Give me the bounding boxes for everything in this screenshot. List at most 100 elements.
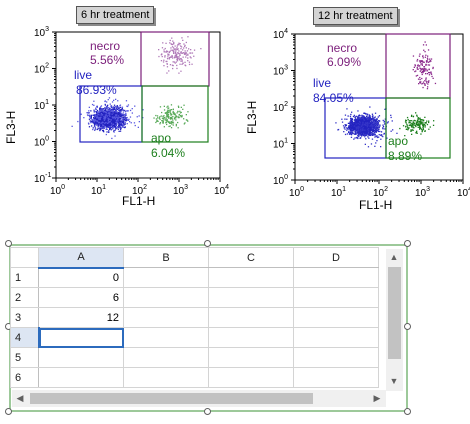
- x-tick-label: 104: [214, 184, 229, 197]
- live-point: [103, 109, 105, 112]
- row-header-2[interactable]: 2: [10, 287, 39, 308]
- scroll-left-arrow-icon[interactable]: ◀: [16, 393, 24, 403]
- live-point: [346, 133, 349, 135]
- live-point: [374, 116, 376, 118]
- cell-b6[interactable]: [123, 367, 209, 388]
- vertical-scroll-thumb[interactable]: [388, 267, 401, 359]
- scroll-down-arrow-icon[interactable]: ▼: [389, 376, 399, 386]
- cell-c2[interactable]: [208, 287, 294, 308]
- cell-a3[interactable]: 12: [38, 307, 124, 328]
- resize-handle-bottom-left[interactable]: [5, 408, 12, 415]
- live-point: [350, 131, 352, 133]
- live-point: [116, 122, 118, 124]
- necro-point: [170, 49, 172, 51]
- live-point: [113, 121, 115, 123]
- necro-point: [175, 50, 177, 52]
- column-header-b[interactable]: B: [123, 247, 209, 268]
- live-point: [374, 126, 376, 128]
- cell-b4[interactable]: [123, 327, 209, 348]
- cell-a1[interactable]: 0: [38, 267, 124, 288]
- live-point: [91, 125, 93, 127]
- live-point: [108, 118, 110, 120]
- live-point: [103, 114, 105, 116]
- live-point: [365, 131, 367, 133]
- row-header-1[interactable]: 1: [10, 267, 39, 288]
- cell-a6[interactable]: [38, 367, 124, 388]
- cell-c3[interactable]: [208, 307, 294, 328]
- scroll-up-arrow-icon[interactable]: ▲: [389, 252, 399, 262]
- vertical-scrollbar[interactable]: ▲ ▼: [386, 249, 403, 391]
- cell-d1[interactable]: [293, 267, 379, 288]
- cell-b3[interactable]: [123, 307, 209, 328]
- live-point: [356, 131, 358, 133]
- resize-handle-top-left[interactable]: [5, 240, 12, 247]
- row-header-4[interactable]: 4: [10, 327, 40, 348]
- apo-point: [424, 126, 426, 128]
- cell-d5[interactable]: [293, 347, 379, 368]
- live-point: [363, 120, 365, 123]
- live-point: [100, 113, 103, 115]
- live-point: [101, 122, 103, 124]
- y-tick-label: 10-1: [34, 172, 51, 185]
- live-point: [97, 126, 99, 128]
- cell-a2[interactable]: 6: [38, 287, 124, 308]
- live-point: [355, 129, 357, 131]
- live-point: [94, 122, 96, 124]
- cell-d6[interactable]: [293, 367, 379, 388]
- live-point: [115, 106, 118, 108]
- live-point: [365, 123, 367, 125]
- resize-handle-top-right[interactable]: [404, 240, 411, 247]
- cell-b5[interactable]: [123, 347, 209, 368]
- horizontal-scroll-thumb[interactable]: [30, 393, 313, 404]
- necro-point: [163, 65, 165, 67]
- cell-c6[interactable]: [208, 367, 294, 388]
- cell-d3[interactable]: [293, 307, 379, 328]
- necro-point: [184, 50, 186, 52]
- live-point: [112, 117, 114, 119]
- live-point: [94, 126, 97, 128]
- live-point: [99, 115, 101, 117]
- cell-d4[interactable]: [293, 327, 379, 348]
- column-header-c[interactable]: C: [208, 247, 294, 268]
- necro-point: [183, 52, 185, 54]
- cell-a4-selected[interactable]: [38, 327, 124, 348]
- apo-point: [173, 118, 176, 120]
- live-point: [350, 133, 352, 135]
- cell-c4[interactable]: [208, 327, 294, 348]
- corner-cell[interactable]: [10, 247, 39, 268]
- row-header-6[interactable]: 6: [10, 367, 39, 388]
- cell-b2[interactable]: [123, 287, 209, 308]
- necro-point: [180, 48, 182, 50]
- live-point: [373, 127, 375, 130]
- cell-c1[interactable]: [208, 267, 294, 288]
- scroll-right-arrow-icon[interactable]: ▶: [373, 393, 381, 403]
- necro-point: [427, 61, 430, 63]
- live-point: [118, 107, 120, 110]
- cell-b1[interactable]: [123, 267, 209, 288]
- cell-c5[interactable]: [208, 347, 294, 368]
- row-header-3[interactable]: 3: [10, 307, 39, 328]
- cell-a5[interactable]: [38, 347, 124, 368]
- live-point: [377, 126, 379, 128]
- necro-point: [182, 56, 184, 58]
- live-point: [105, 114, 107, 116]
- column-header-a[interactable]: A: [38, 247, 124, 269]
- resize-handle-bottom-center[interactable]: [204, 408, 211, 415]
- resize-handle-middle-right[interactable]: [404, 323, 411, 330]
- resize-handle-top-center[interactable]: [204, 240, 211, 247]
- live-point: [356, 131, 359, 133]
- horizontal-scrollbar[interactable]: ◀ ▶: [12, 390, 386, 407]
- live-point: [106, 121, 108, 123]
- live-point: [112, 113, 114, 115]
- apo-point: [420, 127, 422, 129]
- live-point: [138, 115, 140, 117]
- column-header-d[interactable]: D: [293, 247, 379, 268]
- resize-handle-bottom-right[interactable]: [404, 408, 411, 415]
- row-header-5[interactable]: 5: [10, 347, 39, 368]
- cell-d2[interactable]: [293, 287, 379, 308]
- live-point: [367, 126, 369, 128]
- live-point: [107, 122, 110, 124]
- apo-point: [163, 115, 165, 117]
- live-point: [384, 123, 386, 125]
- live-point: [112, 121, 114, 124]
